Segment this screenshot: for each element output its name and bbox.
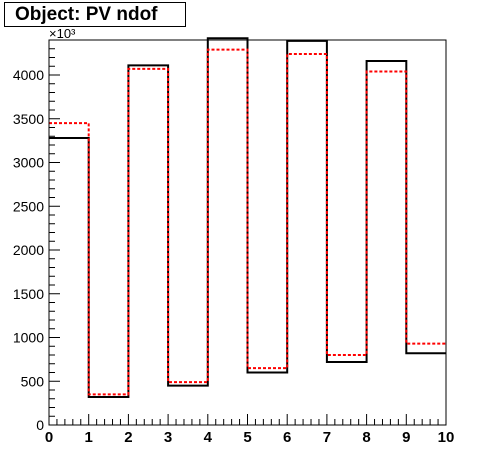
x-tick-label: 4 [204,429,213,446]
x-tick-label: 2 [124,429,132,446]
histogram-series-1 [49,37,446,398]
x-tick-label: 7 [323,429,331,446]
y-tick-label: 500 [21,373,45,389]
x-tick-label: 8 [362,429,370,446]
y-tick-label: 0 [36,417,44,433]
x-tick-label: 5 [243,429,251,446]
y-multiplier-label: ×10³ [49,26,76,41]
y-tick-label: 1500 [13,286,44,302]
x-tick-label: 10 [438,429,455,446]
y-tick-label: 4000 [13,67,44,83]
x-tick-label: 9 [402,429,410,446]
x-tick-label: 6 [283,429,291,446]
y-tick-label: 3500 [13,111,44,127]
y-tick-label: 2000 [13,242,44,258]
y-tick-label: 3000 [13,155,44,171]
y-tick-label: 1000 [13,330,44,346]
chart-title: Object: PV ndof [4,2,186,27]
x-tick-label: 0 [45,429,53,446]
x-tick-label: 3 [164,429,172,446]
y-tick-label: 2500 [13,198,44,214]
histogram-series-2 [49,48,446,396]
x-tick-label: 1 [85,429,93,446]
